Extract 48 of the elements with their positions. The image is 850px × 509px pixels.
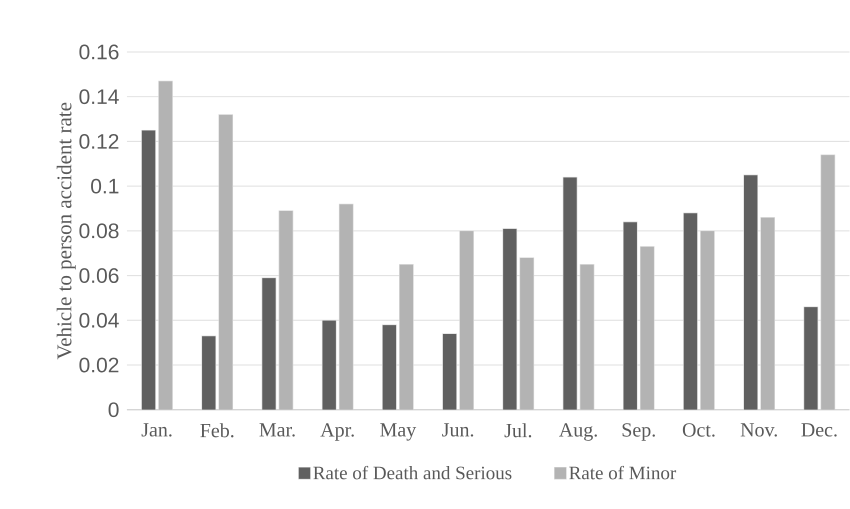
x-tick-label: Apr. [320, 423, 354, 441]
bar [218, 114, 234, 410]
x-tick-label: Nov. [740, 423, 777, 437]
y-tick-label: 0.02 [79, 358, 118, 373]
y-tick-label: 0.06 [79, 268, 118, 284]
bar [804, 306, 818, 410]
x-tick-label: Sep. [622, 423, 655, 441]
bar [622, 222, 638, 410]
bar [562, 177, 578, 410]
y-tick-label: 0.14 [79, 89, 119, 104]
y-tick-label: 0.08 [79, 224, 119, 238]
bar [683, 212, 698, 410]
bar [459, 230, 474, 410]
x-tick-label: Aug. [559, 423, 597, 441]
x-tick-label: Oct. [682, 423, 715, 437]
x-tick-label: Dec. [801, 423, 837, 437]
y-tick-label: 0.1 [91, 178, 118, 194]
bar [262, 278, 276, 410]
bar [520, 258, 534, 410]
legend-label: Rate of Minor [569, 466, 676, 480]
bar [278, 210, 294, 410]
bar [442, 334, 457, 410]
bar [141, 130, 156, 410]
y-tick-label: 0.16 [79, 44, 118, 60]
x-tick-label: Jul. [504, 423, 532, 438]
bar [743, 174, 758, 410]
x-tick-label: Mar. [259, 423, 295, 437]
legend-label: Rate of Death and Serious [313, 466, 512, 480]
x-tick-label: Jun. [442, 423, 474, 437]
bar [338, 204, 354, 410]
bar [158, 80, 173, 410]
y-tick-label: 0.12 [79, 134, 118, 149]
y-axis-title: Vehicle to person accident rate [56, 102, 76, 360]
bar [640, 246, 655, 410]
x-tick-label: Jan. [142, 423, 172, 437]
bar [700, 230, 715, 410]
x-tick-label: Feb. [200, 423, 234, 438]
bar [820, 154, 836, 410]
bar [201, 336, 216, 410]
y-tick-label: 0 [108, 402, 119, 418]
bar [322, 320, 336, 410]
bar [760, 217, 775, 410]
bar [580, 264, 594, 410]
y-tick-label: 0.04 [79, 313, 119, 328]
bar [382, 324, 397, 410]
x-tick-label: May [380, 423, 416, 441]
bar [502, 228, 518, 410]
bar [399, 264, 414, 410]
